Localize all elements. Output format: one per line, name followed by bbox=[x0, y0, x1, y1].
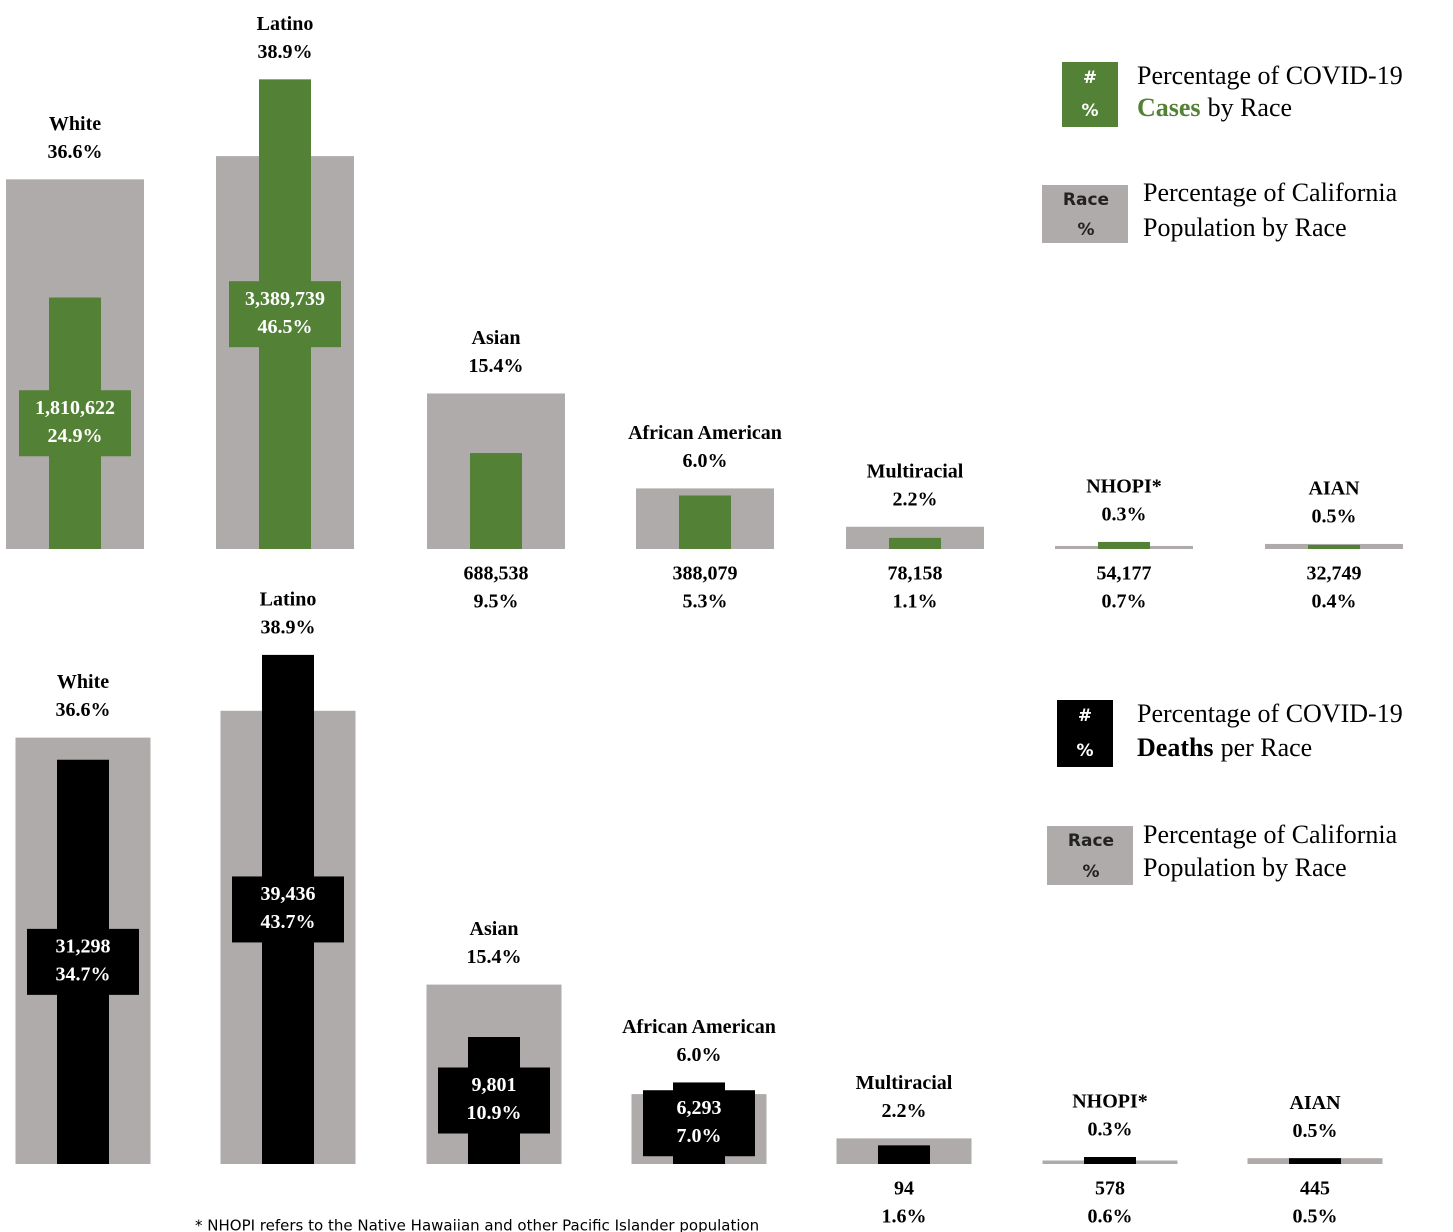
label-box bbox=[229, 281, 341, 348]
category-label: Asian bbox=[472, 327, 521, 349]
covid-bar bbox=[470, 453, 522, 549]
legend-text: Cases by Race bbox=[1137, 93, 1292, 122]
percent-label: 0.5% bbox=[1293, 1206, 1338, 1228]
label-box bbox=[232, 876, 344, 943]
count-label: 6,293 bbox=[677, 1097, 722, 1119]
population-label: 6.0% bbox=[677, 1044, 722, 1066]
legend-emphasis: Deaths bbox=[1137, 733, 1214, 762]
category-label: Latino bbox=[260, 588, 317, 610]
legend-text-rest: by Race bbox=[1208, 93, 1292, 122]
percent-label: 24.9% bbox=[48, 425, 103, 447]
percent-label: 46.5% bbox=[258, 316, 313, 338]
covid-bar bbox=[1289, 1158, 1341, 1164]
legend-swatch bbox=[1057, 700, 1113, 767]
covid-bar bbox=[679, 495, 731, 549]
legend-symbol: % bbox=[1082, 862, 1099, 882]
percent-label: 0.7% bbox=[1102, 591, 1147, 613]
count-label: 31,298 bbox=[56, 935, 111, 957]
category-label: Multiracial bbox=[867, 460, 964, 482]
category-label: Multiracial bbox=[856, 1072, 953, 1094]
legend-text: Percentage of California bbox=[1143, 178, 1398, 207]
category-label: African American bbox=[628, 422, 782, 444]
legend-symbol: % bbox=[1076, 741, 1093, 761]
legend-text: Population by Race bbox=[1143, 853, 1347, 882]
label-box bbox=[643, 1090, 755, 1157]
count-label: 445 bbox=[1300, 1178, 1330, 1200]
percent-label: 0.6% bbox=[1088, 1206, 1133, 1228]
population-label: 0.5% bbox=[1293, 1120, 1338, 1142]
population-label: 0.3% bbox=[1088, 1119, 1133, 1141]
legend-symbol: % bbox=[1081, 101, 1098, 121]
legend-swatch bbox=[1042, 185, 1128, 243]
population-label: 36.6% bbox=[48, 141, 103, 163]
count-label: 78,158 bbox=[888, 563, 943, 585]
covid-bar bbox=[878, 1145, 930, 1164]
population-label: 0.3% bbox=[1102, 504, 1147, 526]
percent-label: 34.7% bbox=[56, 963, 111, 985]
population-label: 38.9% bbox=[261, 616, 316, 638]
percent-label: 7.0% bbox=[677, 1125, 722, 1147]
count-label: 9,801 bbox=[472, 1074, 517, 1096]
legend-emphasis: Cases bbox=[1137, 93, 1201, 122]
count-label: 94 bbox=[894, 1178, 914, 1200]
legend-swatch bbox=[1062, 62, 1118, 127]
legend-symbol: Race bbox=[1068, 831, 1114, 851]
covid-bar bbox=[1084, 1157, 1136, 1164]
legend-symbol: % bbox=[1077, 220, 1094, 240]
count-label: 1,810,622 bbox=[35, 397, 115, 419]
percent-label: 10.9% bbox=[467, 1102, 522, 1124]
category-label: White bbox=[49, 113, 101, 135]
legend-text: Percentage of California bbox=[1143, 820, 1398, 849]
category-label: NHOPI* bbox=[1086, 476, 1162, 498]
legend-symbol: # bbox=[1078, 706, 1092, 726]
legend-text: Percentage of COVID-19 bbox=[1137, 61, 1403, 90]
label-box bbox=[27, 928, 139, 995]
category-label: Asian bbox=[470, 918, 519, 940]
category-label: NHOPI* bbox=[1072, 1091, 1148, 1113]
category-label: AIAN bbox=[1289, 1092, 1341, 1114]
category-label: AIAN bbox=[1308, 478, 1360, 500]
legend-text: Percentage of COVID-19 bbox=[1137, 699, 1403, 728]
category-label: White bbox=[57, 671, 109, 693]
legend-symbol: # bbox=[1083, 68, 1097, 88]
count-label: 388,079 bbox=[673, 563, 738, 585]
percent-label: 43.7% bbox=[261, 911, 316, 933]
percent-label: 0.4% bbox=[1312, 591, 1357, 613]
covid-bar bbox=[1098, 541, 1150, 549]
count-label: 688,538 bbox=[464, 563, 529, 585]
population-label: 36.6% bbox=[56, 699, 111, 721]
population-label: 15.4% bbox=[467, 946, 522, 968]
count-label: 3,389,739 bbox=[245, 288, 325, 310]
population-label: 2.2% bbox=[893, 488, 938, 510]
covid-bar bbox=[1308, 544, 1360, 549]
label-box bbox=[438, 1067, 550, 1134]
category-label: African American bbox=[622, 1016, 776, 1038]
count-label: 39,436 bbox=[261, 883, 316, 905]
population-label: 6.0% bbox=[683, 450, 728, 472]
legend-symbol: Race bbox=[1063, 190, 1109, 210]
population-label: 38.9% bbox=[258, 41, 313, 63]
percent-label: 9.5% bbox=[474, 591, 519, 613]
legend-text: Population by Race bbox=[1143, 213, 1347, 242]
population-label: 0.5% bbox=[1312, 506, 1357, 528]
footnote: * NHOPI refers to the Native Hawaiian an… bbox=[195, 1217, 759, 1232]
population-label: 2.2% bbox=[882, 1100, 927, 1122]
percent-label: 1.1% bbox=[893, 591, 938, 613]
category-label: Latino bbox=[257, 13, 314, 35]
count-label: 32,749 bbox=[1307, 563, 1362, 585]
count-label: 54,177 bbox=[1097, 563, 1152, 585]
legend-swatch bbox=[1047, 826, 1133, 885]
population-label: 15.4% bbox=[469, 355, 524, 377]
covid-bar bbox=[889, 537, 941, 549]
percent-label: 5.3% bbox=[683, 591, 728, 613]
percent-label: 1.6% bbox=[882, 1206, 927, 1228]
count-label: 578 bbox=[1095, 1178, 1125, 1200]
label-box bbox=[19, 390, 131, 457]
legend-text: Deaths per Race bbox=[1137, 733, 1312, 762]
legend-text-rest: per Race bbox=[1221, 733, 1313, 762]
